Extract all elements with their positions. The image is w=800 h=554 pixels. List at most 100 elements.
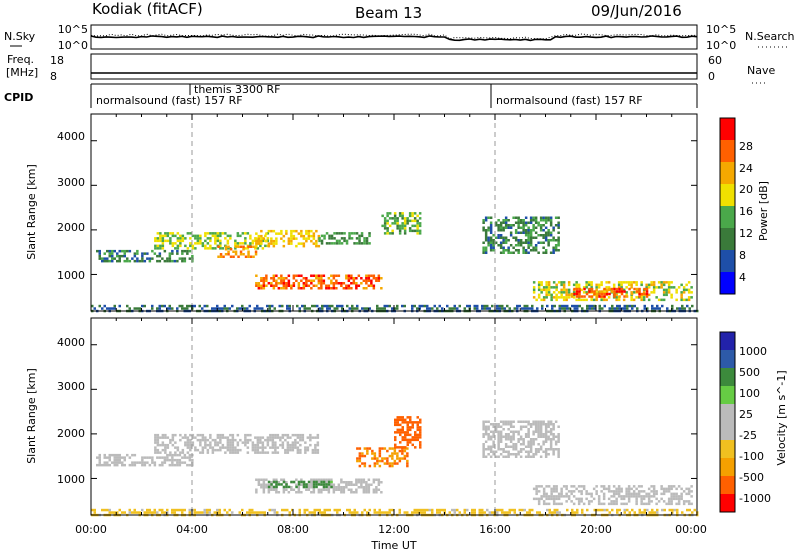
echo-cell: [335, 242, 339, 245]
echo-cell: [164, 436, 167, 439]
echo-cell: [557, 224, 560, 227]
echo-cell: [204, 438, 207, 442]
echo-cell: [365, 274, 368, 277]
echo-cell: [517, 221, 520, 224]
echo-cell: [216, 443, 220, 447]
echo-cell: [366, 511, 369, 514]
echo-cell: [626, 304, 629, 308]
echo-cell: [223, 304, 226, 308]
echo-cell: [154, 244, 157, 248]
echo-cell: [108, 252, 111, 255]
echo-cell: [507, 226, 510, 229]
echo-cell: [512, 251, 515, 254]
echo-cell: [512, 453, 515, 456]
echo-cell: [618, 304, 621, 308]
echo-cell: [291, 508, 294, 512]
echo-cell: [254, 247, 257, 250]
echo-cell: [680, 293, 683, 297]
echo-cell: [204, 441, 207, 444]
echo-cell: [325, 284, 328, 287]
echo-cell: [295, 478, 298, 481]
echo-cell: [241, 508, 244, 512]
echo-cell: [188, 458, 192, 462]
echo-cell: [154, 436, 157, 439]
echo-cell: [508, 511, 511, 514]
echo-cell: [386, 304, 389, 308]
freq-panel-frame: [90, 53, 698, 80]
echo-cell: [548, 508, 551, 512]
echo-cell: [504, 433, 508, 436]
echo-cell: [289, 436, 292, 439]
echo-cell: [603, 295, 606, 298]
echo-cell: [171, 443, 175, 447]
echo-cell: [615, 492, 618, 496]
echo-cell: [542, 236, 545, 239]
echo-cell: [181, 249, 184, 253]
echo-cell: [633, 304, 636, 308]
echo-cell: [517, 433, 520, 436]
echo-cell: [386, 227, 389, 230]
echo-cell: [552, 497, 556, 501]
echo-cell: [286, 433, 290, 437]
echo-cell: [667, 281, 671, 284]
echo-cell: [373, 511, 376, 514]
echo-cell: [267, 485, 271, 489]
echo-cell: [161, 244, 165, 248]
echo-cell: [499, 453, 503, 456]
echo-cell: [315, 480, 318, 484]
echo-cell: [406, 421, 409, 424]
echo-cell: [504, 216, 508, 219]
echo-cell: [261, 247, 265, 250]
echo-cell: [507, 420, 510, 423]
echo-cell: [206, 237, 210, 240]
echo-cell: [576, 307, 579, 310]
echo-cell: [290, 242, 293, 245]
echo-cell: [627, 495, 631, 498]
echo-cell: [306, 448, 310, 452]
echo-cell: [213, 511, 216, 514]
echo-cell: [239, 253, 243, 256]
echo-cell: [206, 247, 210, 250]
echo-cell: [562, 296, 566, 299]
echo-cell: [489, 246, 493, 249]
echo-cell: [401, 212, 404, 215]
echo-cell: [270, 242, 273, 245]
echo-cell: [227, 250, 230, 253]
echo-cell: [542, 229, 545, 232]
echo-cell: [290, 287, 293, 290]
echo-cell: [199, 433, 202, 437]
sky-right-label: N.Search: [745, 30, 795, 43]
echo-cell: [203, 511, 206, 514]
echo-cell: [547, 420, 550, 423]
echo-cell: [577, 286, 581, 289]
echo-cell: [333, 237, 336, 240]
echo-cell: [597, 502, 601, 506]
echo-cell: [214, 239, 217, 243]
echo-cell: [377, 274, 381, 277]
echo-cell: [552, 495, 556, 498]
echo-cell: [409, 433, 412, 437]
echo-cell: [508, 508, 511, 512]
echo-cell: [305, 229, 308, 233]
echo-cell: [388, 232, 392, 235]
echo-cell: [497, 443, 500, 446]
echo-cell: [534, 430, 538, 433]
echo-cell: [394, 431, 397, 434]
echo-cell: [675, 291, 678, 294]
echo-cell: [603, 287, 606, 291]
echo-cell: [229, 443, 232, 447]
echo-cell: [355, 284, 358, 287]
echo-cell: [608, 511, 611, 514]
echo-cell: [299, 443, 302, 447]
echo-cell: [507, 428, 510, 431]
echo-cell: [640, 292, 644, 296]
echo-cell: [532, 433, 535, 436]
echo-cell: [156, 511, 159, 514]
echo-cell: [409, 426, 412, 429]
echo-cell: [232, 255, 235, 258]
echo-cell: [312, 232, 316, 235]
echo-cell: [640, 281, 643, 284]
echo-cell: [189, 244, 192, 248]
echo-cell: [340, 242, 344, 245]
echo-cell: [565, 492, 568, 496]
